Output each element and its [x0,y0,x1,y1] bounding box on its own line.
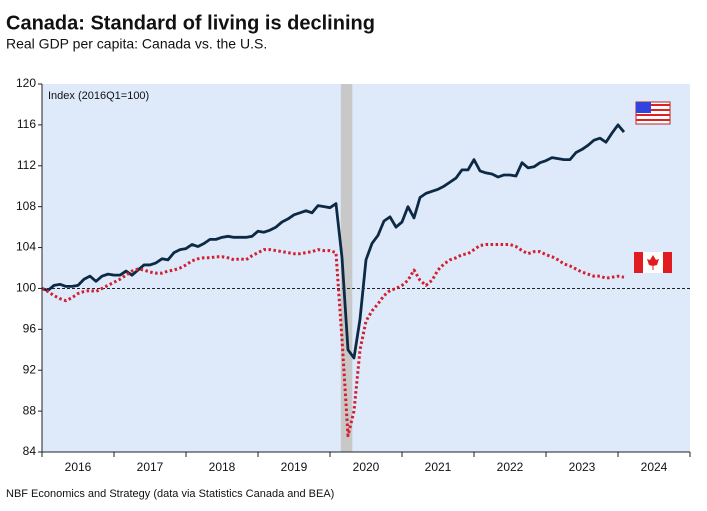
chart-subtitle: Real GDP per capita: Canada vs. the U.S. [6,36,267,52]
us-flag [635,101,671,125]
canada-flag [634,252,672,273]
y-tick-label: 112 [17,158,36,172]
x-tick-label: 2022 [497,460,524,474]
x-tick-label: 2023 [569,460,596,474]
y-tick-label: 100 [16,281,36,295]
y-tick-label: 104 [16,240,36,254]
x-tick-label: 2018 [209,460,236,474]
x-tick-label: 2016 [65,460,92,474]
x-tick-label: 2021 [425,460,452,474]
plot-layer [41,84,690,452]
x-tick-label: 2020 [353,460,380,474]
annotation: Index (2016Q1=100) [48,90,149,102]
y-tick-label: 108 [16,199,36,213]
chart-title: Canada: Standard of living is declining [6,12,375,34]
series-line [41,242,625,438]
series-line [41,123,626,360]
y-tick-label: 92 [23,362,37,376]
y-tick-label: 120 [16,76,36,90]
y-tick-label: 84 [23,444,37,458]
x-tick-label: 2024 [641,460,668,474]
source-note: NBF Economics and Strategy (data via Sta… [6,488,334,500]
x-tick-label: 2019 [281,460,308,474]
x-tick-label: 2017 [137,460,164,474]
y-tick-label: 88 [23,403,37,417]
recession-shade [340,84,353,452]
y-tick-label: 116 [17,117,36,131]
y-tick-label: 96 [23,322,37,336]
